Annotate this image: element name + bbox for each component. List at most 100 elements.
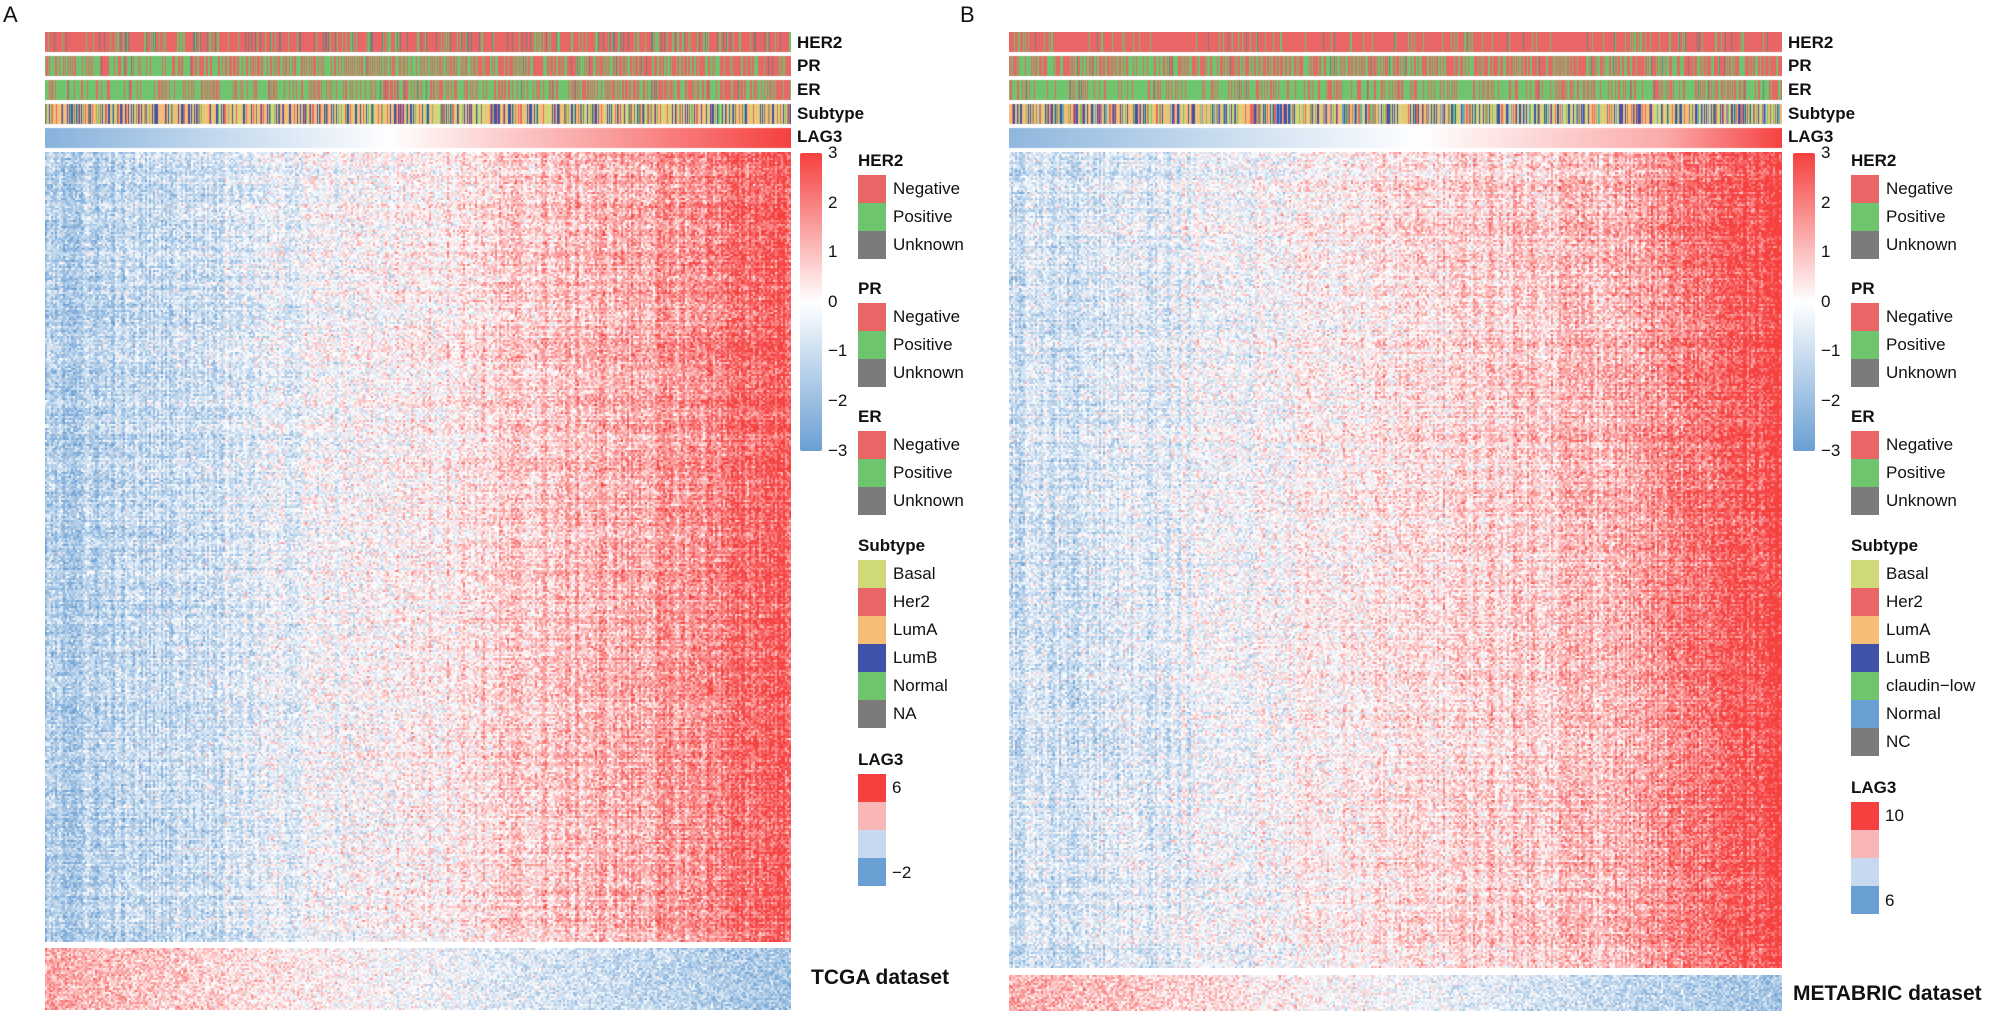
legend-swatch [858, 672, 886, 700]
legend-label: Negative [1886, 435, 1954, 454]
legend-label: claudin−low [1886, 676, 1976, 695]
legend-label: Positive [1886, 335, 1946, 354]
legend-swatch [858, 588, 886, 616]
legend-item: Unknown [858, 359, 964, 387]
legend-swatch [858, 487, 886, 515]
legend-label: Basal [1886, 564, 1929, 583]
legend-title-subtype: Subtype [1851, 536, 1919, 555]
lag3-legend-top-label: 6 [892, 778, 902, 797]
legend-label: NA [893, 704, 917, 723]
legend-item: Positive [858, 331, 953, 359]
legend-title-her2: HER2 [1851, 151, 1897, 170]
legend-swatch [858, 303, 886, 331]
legend-label: Positive [893, 335, 953, 354]
track-label-her2-a: HER2 [797, 33, 843, 52]
legend-swatch [1851, 644, 1879, 672]
legend-swatch [858, 644, 886, 672]
panel-letter-b: B [960, 2, 975, 27]
heatmap-main-a [45, 152, 791, 942]
legend-swatch [1851, 231, 1879, 259]
legend-label: Unknown [1886, 235, 1957, 254]
legend-item: LumB [858, 644, 937, 672]
lag3-legend-swatch [1851, 802, 1879, 830]
lag3-legend-top-label: 10 [1885, 806, 1904, 825]
lag3-legend-swatch [1851, 886, 1879, 914]
legend-label: Positive [893, 207, 953, 226]
legend-label: Her2 [893, 592, 930, 611]
legend-label: Unknown [1886, 491, 1957, 510]
legend-item: Positive [858, 203, 953, 231]
legend-item: Negative [1851, 303, 1953, 331]
panel-letter-a: A [3, 2, 18, 27]
legend-swatch [858, 231, 886, 259]
legend-label: Unknown [893, 235, 964, 254]
legend-item: Basal [858, 560, 936, 588]
legend-item: Unknown [858, 231, 964, 259]
lag3-legend-bottom-label: 6 [1885, 891, 1895, 910]
colorbar-tick: 3 [1821, 143, 1831, 162]
legend-swatch [858, 431, 886, 459]
legend-title-pr: PR [858, 279, 882, 298]
annotation-tracks-b [1009, 32, 1782, 150]
colorbar-a [800, 153, 822, 451]
legend-label: Negative [893, 179, 961, 198]
legend-swatch [1851, 203, 1879, 231]
legend-label: Unknown [893, 491, 964, 510]
legend-swatch [1851, 700, 1879, 728]
legend-label: LumB [893, 648, 938, 667]
colorbar-tick: −3 [828, 441, 848, 460]
legend-label: LumA [893, 620, 938, 639]
legend-label: Negative [893, 307, 961, 326]
legend-item: Positive [1851, 331, 1946, 359]
legend-item: Normal [1851, 700, 1941, 728]
colorbar-tick: −1 [1821, 341, 1841, 360]
colorbar-tick: −2 [828, 391, 848, 410]
legend-item: Her2 [1851, 588, 1923, 616]
legend-label: Normal [893, 676, 948, 695]
legend-title-lag3: LAG3 [858, 750, 904, 769]
legend-swatch [858, 560, 886, 588]
legend-label: Unknown [1886, 363, 1957, 382]
track-label-her2-b: HER2 [1788, 33, 1834, 52]
colorbar-tick: −3 [1821, 441, 1841, 460]
legend-label: Negative [1886, 179, 1954, 198]
legend-item: Unknown [1851, 487, 1957, 515]
legend-swatch [1851, 560, 1879, 588]
legend-label: Negative [893, 435, 961, 454]
legend-label: Her2 [1886, 592, 1923, 611]
colorbar-tick: 0 [1821, 292, 1831, 311]
lag3-legend-swatch [858, 802, 886, 830]
lag3-legend-swatch [1851, 830, 1879, 858]
lag3-legend-swatch [1851, 858, 1879, 886]
legend-swatch [1851, 672, 1879, 700]
legend-item: Positive [858, 459, 953, 487]
legend-label: LumA [1886, 620, 1931, 639]
legend-item: LumB [1851, 644, 1930, 672]
dataset-label-a: TCGA dataset [811, 966, 950, 989]
lag3-legend-swatch [858, 774, 886, 802]
track-label-er-a: ER [797, 80, 821, 99]
colorbar-tick: 2 [1821, 193, 1831, 212]
legend-item: NC [1851, 728, 1911, 756]
legend-item: Negative [858, 431, 960, 459]
legend-title-lag3: LAG3 [1851, 778, 1897, 797]
heatmap-main-b [1009, 152, 1782, 968]
legend-title-her2: HER2 [858, 151, 904, 170]
track-label-pr-a: PR [797, 56, 821, 75]
legend-item: Negative [858, 175, 960, 203]
legend-item: Unknown [1851, 359, 1957, 387]
legend-item: LumA [858, 616, 937, 644]
dataset-label-b: METABRIC dataset [1793, 982, 1982, 1005]
colorbar-tick: 1 [1821, 242, 1831, 261]
legend-swatch [1851, 588, 1879, 616]
annotation-tracks-a [45, 32, 791, 150]
legend-swatch [1851, 359, 1879, 387]
legend-label: Unknown [893, 363, 964, 382]
legend-item: LumA [1851, 616, 1930, 644]
heatmap-bottom-b [1009, 975, 1782, 1011]
legend-item: Basal [1851, 560, 1929, 588]
legend-item: Her2 [858, 588, 930, 616]
legend-item: Positive [1851, 459, 1946, 487]
colorbar-b [1793, 153, 1815, 451]
legend-item: Negative [858, 303, 960, 331]
